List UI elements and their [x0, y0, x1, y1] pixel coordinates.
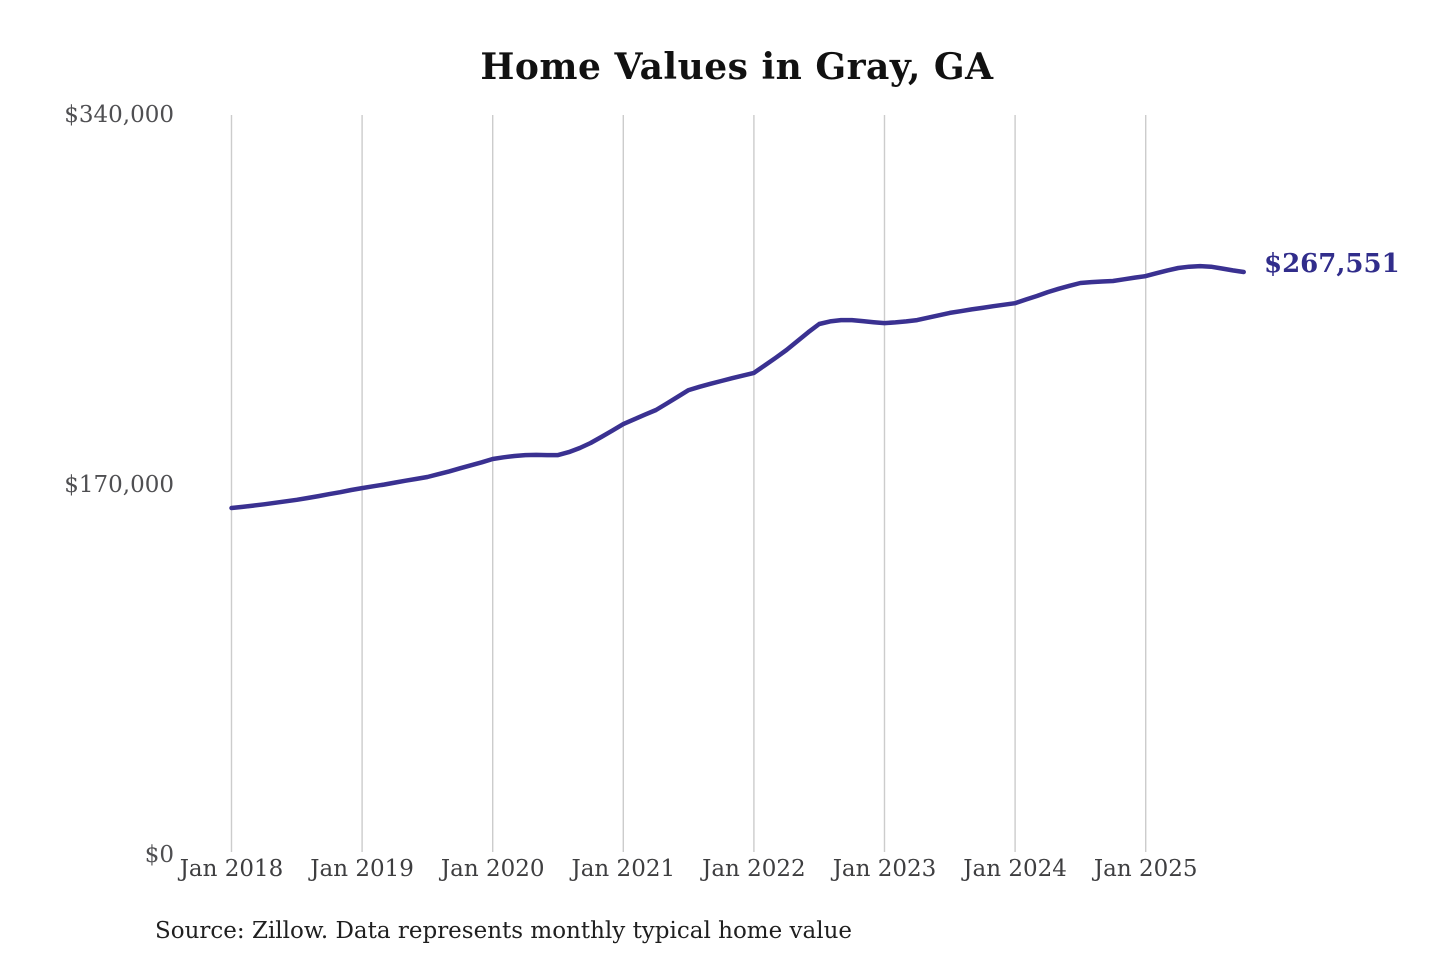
home-value-line [229, 263, 1246, 511]
x-tick-label: Jan 2018 [179, 856, 284, 882]
x-tick-label: Jan 2024 [963, 856, 1067, 882]
y-axis-tick-label: $0 [144, 842, 174, 868]
chart-title: Home Values in Gray, GA [480, 46, 994, 88]
x-tick-label: Jan 2020 [440, 856, 545, 882]
x-tick-label: Jan 2019 [310, 856, 414, 882]
y-axis-tick-label: $340,000 [64, 102, 174, 128]
x-tick-label: Jan 2023 [832, 856, 937, 882]
x-tick-label: Jan 2021 [571, 856, 676, 882]
y-axis-tick-label: $170,000 [64, 472, 174, 498]
x-tick-label: Jan 2022 [702, 856, 806, 882]
x-tick-label: Jan 2025 [1093, 856, 1198, 882]
latest-value-label: $267,551 [1264, 249, 1400, 279]
source-note: Source: Zillow. Data represents monthly … [155, 918, 853, 944]
